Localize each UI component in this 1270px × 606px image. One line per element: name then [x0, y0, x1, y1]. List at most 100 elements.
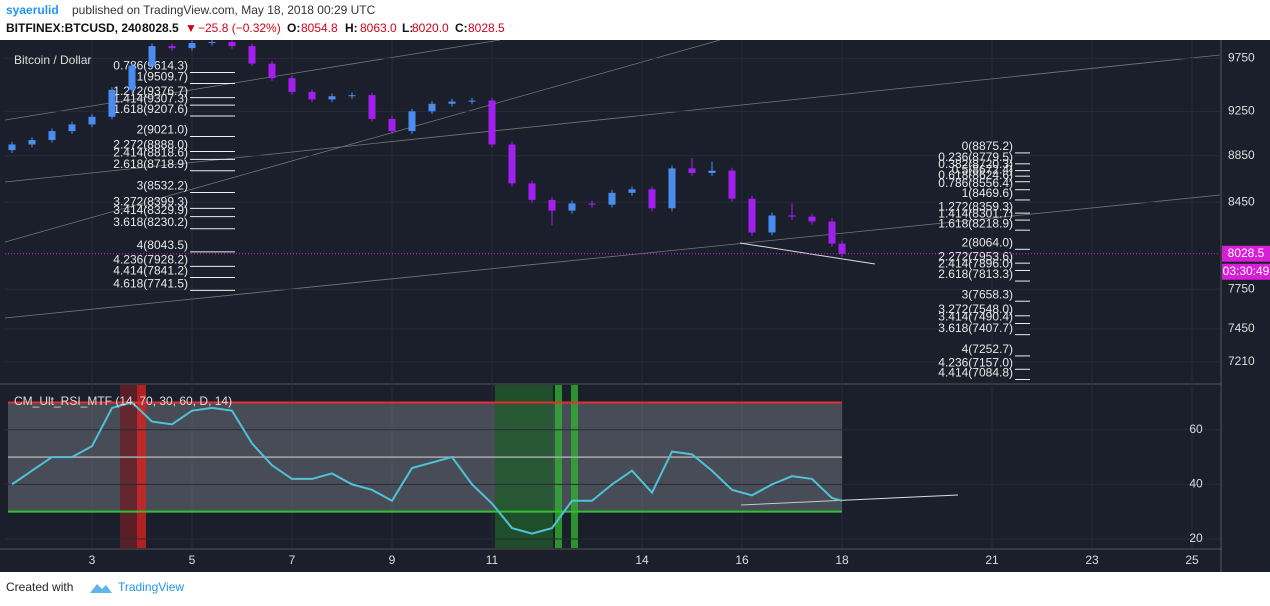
fib-label: 1.618(8218.9)	[938, 216, 1013, 230]
fib-label: 4.618(7741.5)	[113, 277, 188, 291]
rsi-zone	[120, 385, 137, 548]
fib-label: 4.236(7157.0)	[938, 355, 1013, 369]
symbol: BITFINEX:BTCUSD, 240	[6, 21, 142, 35]
rsi-line	[11, 401, 843, 535]
created: Created with	[6, 580, 73, 594]
legend: Bitcoin / Dollar	[14, 53, 91, 67]
fib-label: 3(8532.2)	[137, 179, 188, 193]
channel-line	[5, 40, 501, 121]
y-tick-label: 9750	[1228, 51, 1255, 65]
price: 8028.5	[142, 21, 179, 35]
fib-label: 1.272(8359.3)	[938, 199, 1013, 213]
y-tick-label: 7210	[1228, 354, 1255, 368]
fib-label: 4.414(7841.2)	[113, 264, 188, 278]
fib-label: 4(8043.5)	[137, 238, 188, 252]
candle-body	[328, 96, 336, 100]
fib-label: 0.5(8672.4)	[952, 162, 1013, 176]
y-tick-label: 40	[1189, 477, 1203, 491]
user[interactable]: syaerulid	[6, 3, 59, 17]
x-tick-label: 3	[89, 553, 96, 567]
y-tick-label: 20	[1189, 531, 1203, 545]
fib-label: 2.414(7896.0)	[938, 257, 1013, 271]
candle-body	[548, 199, 556, 211]
y-tick-label: 8450	[1228, 194, 1255, 208]
candle-body	[68, 124, 76, 132]
x-tick-label: 9	[389, 553, 396, 567]
candle-body	[188, 43, 196, 49]
candle-body	[48, 131, 56, 140]
channel-line	[5, 54, 1220, 183]
candle-body	[828, 221, 836, 244]
fib-label: 0(8875.2)	[962, 139, 1013, 153]
fib-label: 3.618(7407.7)	[938, 321, 1013, 335]
candle-body	[428, 103, 436, 112]
candle-body	[408, 111, 416, 132]
o: 8054.8	[301, 21, 338, 35]
fib-label: 2.272(7953.6)	[938, 249, 1013, 263]
fib-label: 2.414(8818.6)	[113, 146, 188, 160]
candle-body	[348, 95, 356, 97]
candle-body	[128, 65, 136, 90]
candle-body	[728, 170, 736, 199]
candle-body	[668, 168, 676, 209]
candle-body	[708, 170, 716, 173]
fib-label: 2.618(7813.3)	[938, 267, 1013, 281]
brand[interactable]: TradingView	[118, 580, 184, 594]
rsi-pane	[5, 385, 1220, 548]
candle-body	[768, 215, 776, 233]
candle-body	[488, 100, 496, 145]
y-tick-label: 9250	[1228, 104, 1255, 118]
c: 8028.5	[468, 21, 505, 35]
rsi-zone	[495, 385, 553, 548]
candle-body	[568, 203, 576, 211]
fib-label: 4.236(7928.2)	[113, 253, 188, 267]
published: published on TradingView.com, May 18, 20…	[72, 3, 376, 17]
y-tick-label: 8850	[1228, 148, 1255, 162]
y-tick-label: 60	[1189, 422, 1203, 436]
fib-label: 3.618(8230.2)	[113, 215, 188, 229]
fib-label: 3.272(7548.0)	[938, 302, 1013, 316]
fib-label: 3.414(8329.9)	[113, 203, 188, 217]
candle-body	[788, 215, 796, 217]
arrow: ▼	[185, 21, 197, 35]
h: 8063.0	[360, 21, 397, 35]
trend-line	[739, 242, 876, 265]
fib-label: 4.414(7084.8)	[938, 366, 1013, 380]
l-label: L:	[402, 21, 413, 35]
fib-label: 0.382(8720.3)	[938, 157, 1013, 171]
candle-body	[268, 63, 276, 79]
candle-body	[808, 216, 816, 222]
candle-body	[528, 183, 536, 200]
fib-label: 3.272(8399.3)	[113, 195, 188, 209]
rsi-zone	[571, 385, 578, 548]
candle-body	[168, 46, 176, 49]
rsi-legend: CM_Ult_RSI_MTF (14, 70, 30, 60, D, 14)	[14, 394, 232, 408]
x-tick-label: 16	[735, 553, 749, 567]
candle-body	[108, 89, 116, 117]
price-tag-label: 8028.5	[1228, 246, 1265, 260]
fib-label: 4(7252.7)	[962, 342, 1013, 356]
candle-body	[308, 91, 316, 100]
logo	[90, 584, 112, 593]
candle-body	[388, 118, 396, 132]
footer-bg	[0, 572, 1270, 606]
c-label: C:	[455, 21, 468, 35]
y-tick-label: 7450	[1228, 321, 1255, 335]
x-tick-label: 18	[835, 553, 849, 567]
fib-label: 1(8469.6)	[962, 186, 1013, 200]
candle-body	[148, 46, 156, 66]
fib-label: 2.272(8888.0)	[113, 138, 188, 152]
l: 8020.0	[412, 21, 449, 35]
fib-label: 0.618(8624.6)	[938, 168, 1013, 182]
channel-line	[5, 194, 1220, 319]
channel-line	[5, 40, 721, 243]
candle-body	[288, 78, 296, 92]
x-tick-label: 5	[189, 553, 196, 567]
fib-label: 2.618(8718.9)	[113, 157, 188, 171]
x-tick-label: 7	[289, 553, 296, 567]
fib-label: 0.236(8779.5)	[938, 150, 1013, 164]
fib-label: 1.414(9307.3)	[113, 91, 188, 105]
candle-body	[228, 42, 236, 47]
